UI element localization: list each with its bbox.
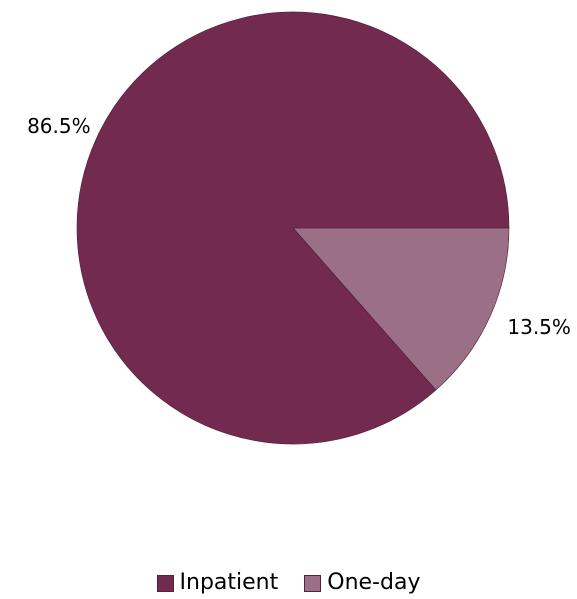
legend: Inpatient One-day [0,568,577,598]
legend-label-one-day: One-day [327,570,421,595]
pie-slice-one-day [292,227,510,391]
data-label-inpatient: 86.5% [27,114,91,138]
legend-swatch-one-day [304,574,322,592]
data-label-one-day: 13.5% [507,315,571,339]
legend-item-inpatient: Inpatient [156,570,279,595]
pie-slice-inpatient [76,11,510,445]
legend-swatch-inpatient [156,574,174,592]
legend-label-inpatient: Inpatient [179,570,279,595]
legend-item-one-day: One-day [304,572,420,594]
pie-chart-plot: 13.5% 86.5% [27,11,571,445]
